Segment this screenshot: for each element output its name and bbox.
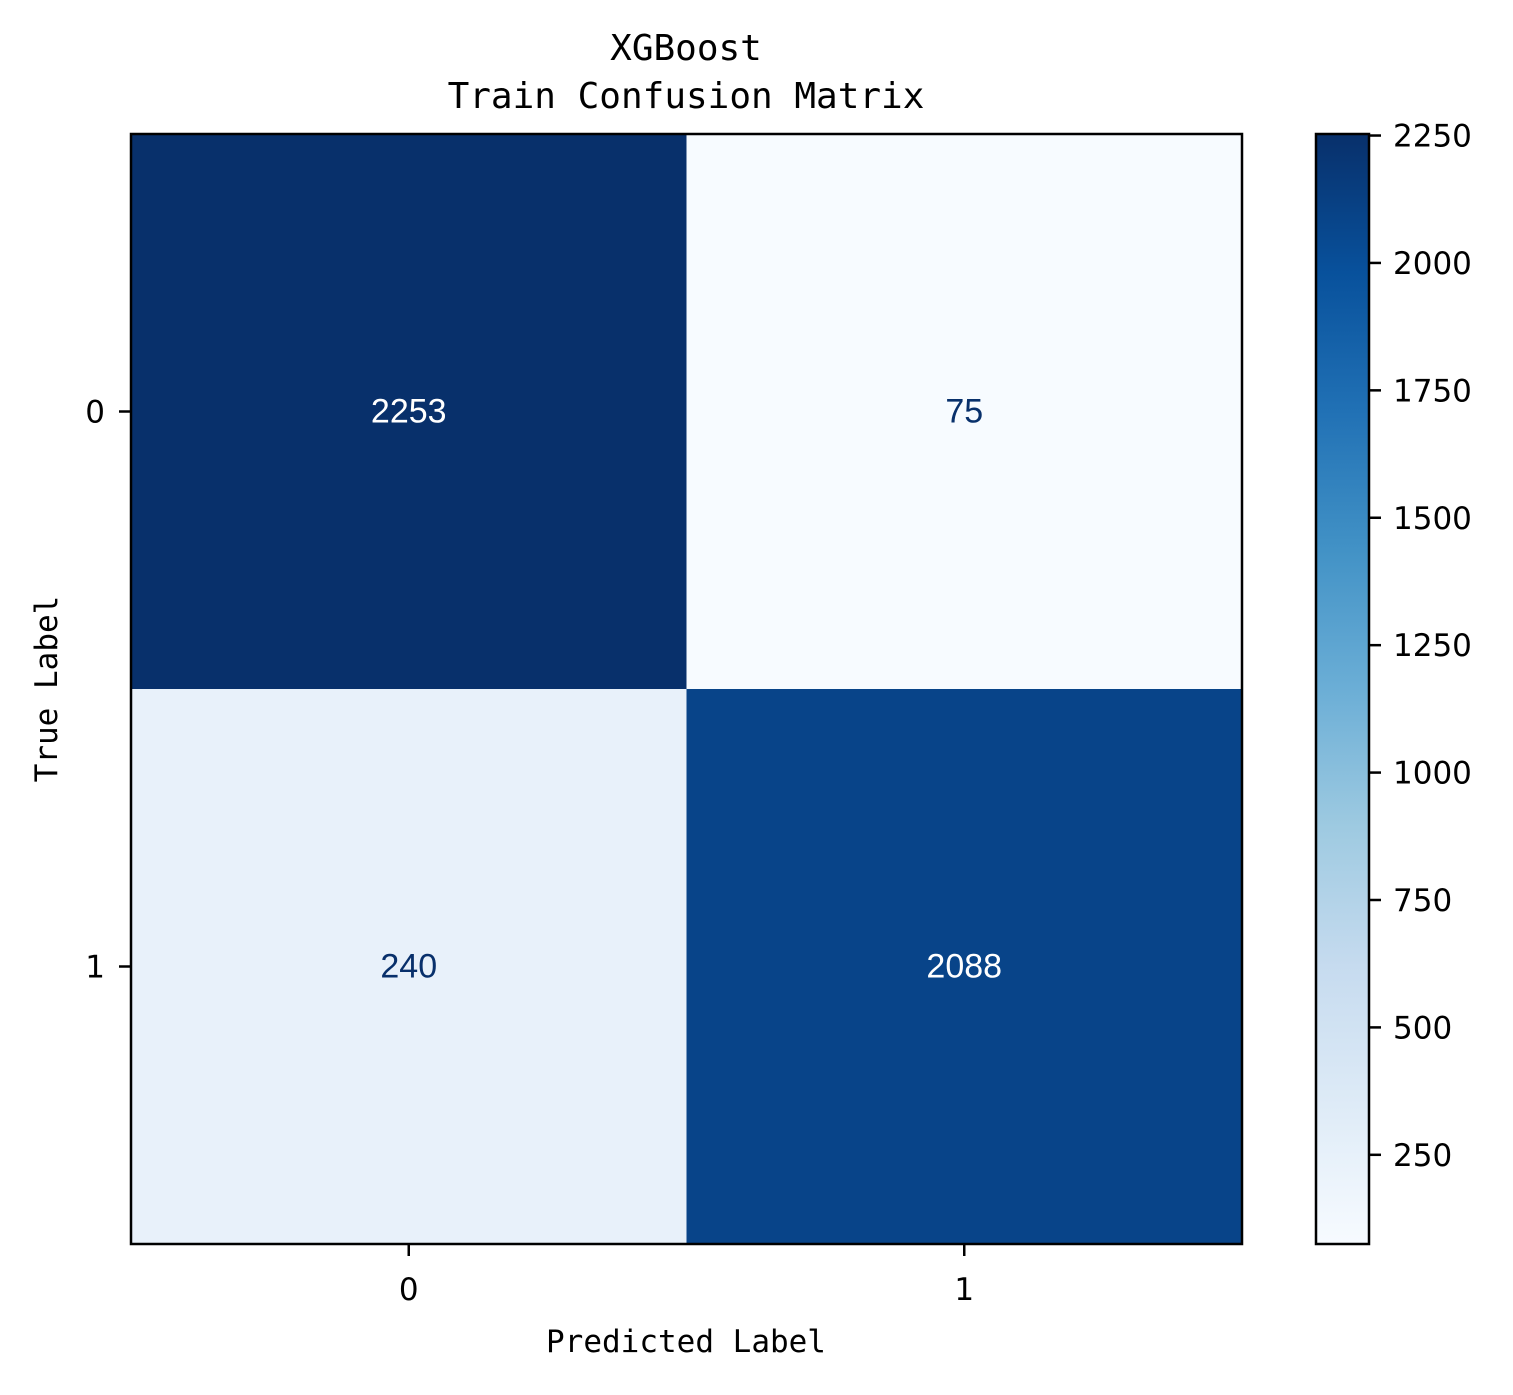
x-tick-label: 1 bbox=[954, 1272, 974, 1308]
chart-title-line-2: Train Confusion Matrix bbox=[448, 76, 925, 117]
heatmap-cells: 2253 75 240 2088 bbox=[131, 134, 1243, 1245]
colorbar-gradient bbox=[1316, 134, 1369, 1244]
colorbar-tick-label: 2250 bbox=[1393, 119, 1472, 155]
y-axis-label: True Label bbox=[29, 596, 65, 783]
heatmap-cell-0-1 bbox=[686, 134, 1243, 690]
cell-value-0-0: 2253 bbox=[371, 393, 447, 431]
y-tick-label: 1 bbox=[85, 950, 105, 986]
heatmap-cell-1-1 bbox=[686, 689, 1243, 1245]
cell-value-1-0: 240 bbox=[380, 948, 437, 986]
plot-frame bbox=[129, 132, 1244, 1246]
colorbar-tick-label: 1750 bbox=[1393, 373, 1472, 409]
colorbar-tick-label: 250 bbox=[1393, 1138, 1452, 1174]
colorbar-tick-label: 500 bbox=[1393, 1010, 1452, 1046]
colorbar-tick-label: 1000 bbox=[1393, 756, 1472, 792]
y-tick-label: 0 bbox=[85, 395, 105, 431]
colorbar-tick-label: 1250 bbox=[1393, 628, 1472, 664]
heatmap-cell-1-0 bbox=[131, 689, 687, 1245]
heatmap-cell-0-0 bbox=[131, 134, 687, 690]
colorbar-tick-label: 750 bbox=[1393, 883, 1452, 919]
colorbar-ticks: 250 500 750 1000 1250 1500 1750 2000 2250 bbox=[1369, 119, 1472, 1174]
colorbar-tick-label: 1500 bbox=[1393, 501, 1472, 537]
cell-value-0-1: 75 bbox=[945, 393, 983, 431]
x-tick-label: 0 bbox=[399, 1272, 419, 1308]
cell-value-1-1: 2088 bbox=[926, 948, 1002, 986]
x-axis-label: Predicted Label bbox=[546, 1324, 826, 1360]
axis-ticks: 0 1 0 1 bbox=[85, 395, 974, 1309]
colorbar-tick-label: 2000 bbox=[1393, 246, 1472, 282]
chart-title-line-1: XGBoost bbox=[610, 28, 762, 69]
colorbar-frame bbox=[1314, 132, 1371, 1246]
